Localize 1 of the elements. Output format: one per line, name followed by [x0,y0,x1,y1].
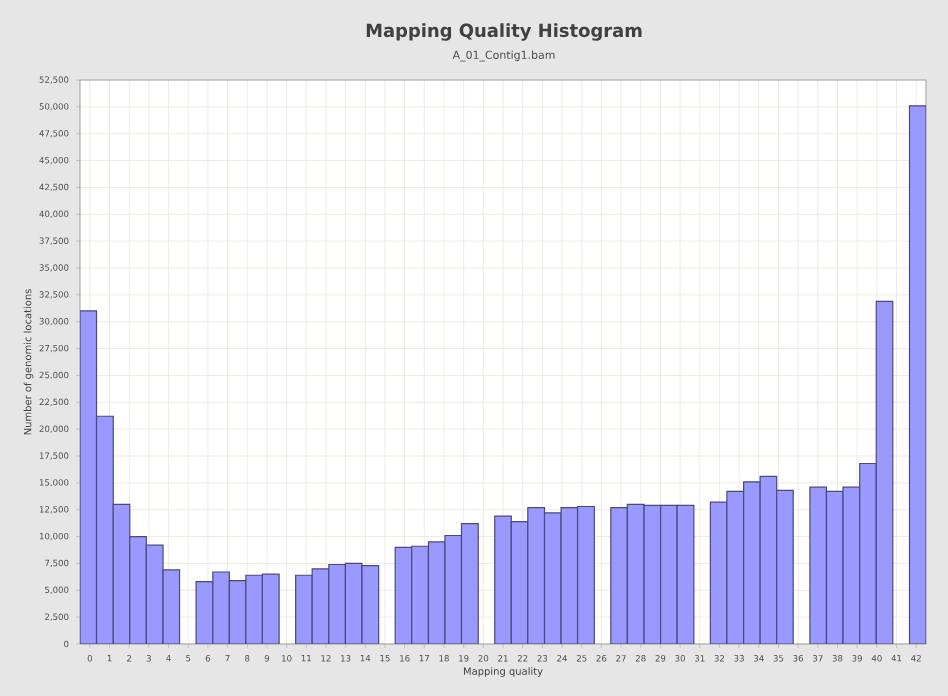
chart-title: Mapping Quality Histogram [366,23,642,41]
